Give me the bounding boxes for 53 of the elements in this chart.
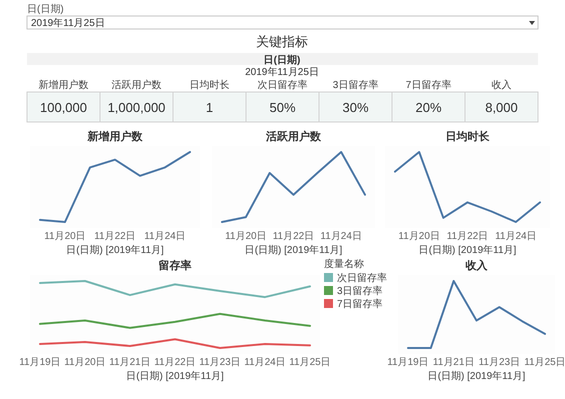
x-tick-label: 11月25日 [524, 357, 565, 368]
x-tick-label: 11月22日 [272, 231, 314, 242]
legend-label: 次日留存率 [337, 272, 387, 284]
text: 100,000 [40, 100, 87, 115]
chart-title: 新增用户数 [86, 130, 144, 143]
text: 收入 [492, 79, 512, 91]
text: 1 [206, 100, 214, 115]
text: 活跃用户数 [112, 79, 162, 91]
x-tick-label: 11月21日 [432, 357, 474, 368]
text: 关键指标 [256, 34, 308, 49]
x-tick-label: 11月24日 [495, 231, 537, 242]
text: 2019年11月25日 [245, 66, 319, 78]
x-tick-label: 11月24日 [320, 231, 362, 242]
text: 1,000,000 [108, 100, 166, 115]
text: 8,000 [485, 100, 518, 115]
x-tick-label: 11月22日 [446, 231, 488, 242]
x-tick-label: 11月19日 [19, 357, 61, 368]
text: 次日留存率 [258, 79, 308, 91]
text: 2019年11月25日 [31, 17, 105, 29]
x-axis-title: 日(日期) [2019年11月] [428, 370, 526, 382]
chart-title: 留存率 [158, 259, 192, 272]
legend-title: 度量名称 [324, 258, 364, 270]
text: 新增用户数 [38, 79, 88, 91]
x-tick-label: 11月20日 [44, 231, 86, 242]
text: 50% [269, 100, 296, 115]
x-tick-label: 11月20日 [225, 231, 267, 242]
text: 日均时长 [190, 79, 230, 91]
x-tick-label: 11月21日 [109, 357, 151, 368]
chart-title: 收入 [466, 259, 488, 272]
x-tick-label: 11月24日 [144, 231, 186, 242]
x-tick-label: 11月19日 [387, 357, 429, 368]
text: 30% [342, 100, 369, 115]
x-tick-label: 11月23日 [199, 357, 241, 368]
chart-title: 活跃用户数 [265, 130, 322, 143]
chart-title: 日均时长 [446, 130, 490, 143]
x-tick-label: 11月22日 [94, 231, 136, 242]
x-tick-label: 11月20日 [398, 231, 440, 242]
text: 7日留存率 [406, 79, 452, 91]
x-axis-title: 日(日期) [2019年11月] [244, 244, 343, 256]
x-tick-label: 11月23日 [478, 357, 520, 368]
x-tick-label: 11月20日 [64, 357, 106, 368]
text: 日(日期) [264, 54, 300, 66]
x-axis-title: 日(日期) [2019年11月] [126, 370, 224, 382]
x-tick-label: 11月22日 [154, 357, 196, 368]
text: 3日留存率 [332, 79, 378, 91]
x-tick-label: 11月25日 [289, 357, 331, 368]
x-tick-label: 11月24日 [244, 357, 286, 368]
legend-label: 7日留存率 [337, 298, 383, 310]
legend-label: 3日留存率 [337, 285, 383, 297]
x-axis-title: 日(日期) [2019年11月] [66, 244, 164, 256]
text: 20% [415, 100, 442, 115]
text: 日(日期) [27, 3, 64, 15]
x-axis-title: 日(日期) [2019年11月] [418, 244, 517, 256]
